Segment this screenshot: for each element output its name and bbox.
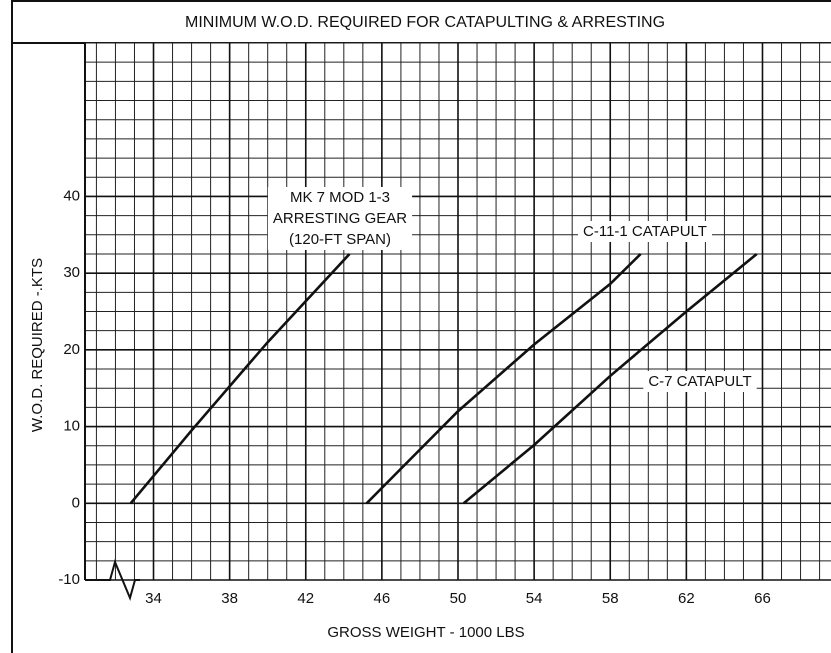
series-label: (120-FT SPAN) [289,231,391,248]
series-label-background [643,371,757,392]
y-tick-label: 40 [63,187,80,204]
x-tick-label: 58 [602,590,619,607]
x-tick-label: 50 [450,590,467,607]
series-label: MK 7 MOD 1-3 [290,189,390,206]
x-tick-label: 38 [221,590,238,607]
axis-break [85,558,140,602]
x-tick-label: 54 [526,590,543,607]
y-tick-label: 30 [63,264,80,281]
series-label: C-7 CATAPULT [648,373,751,390]
y-tick-label: 0 [72,494,80,511]
x-tick-label: 34 [145,590,162,607]
x-tick-label: 46 [374,590,391,607]
x-tick-label: 62 [678,590,695,607]
y-tick-label: 20 [63,341,80,358]
series-line [462,252,758,505]
series-line [365,253,642,505]
series-label-background [267,187,413,250]
y-axis-label: W.O.D. REQUIRED -.KTS [29,258,46,432]
series-line [129,253,351,505]
frame [11,0,831,653]
series-label: C-11-1 CATAPULT [583,223,707,240]
chart-title: MINIMUM W.O.D. REQUIRED FOR CATAPULTING … [185,14,665,31]
x-tick-label: 42 [297,590,314,607]
y-tick-label: -10 [58,571,80,588]
y-tick-label: 10 [63,418,80,435]
x-tick-label: 66 [754,590,771,607]
series-label-background [578,221,712,242]
x-axis-label: GROSS WEIGHT - 1000 LBS [327,624,524,641]
series-label: ARRESTING GEAR [273,210,407,227]
